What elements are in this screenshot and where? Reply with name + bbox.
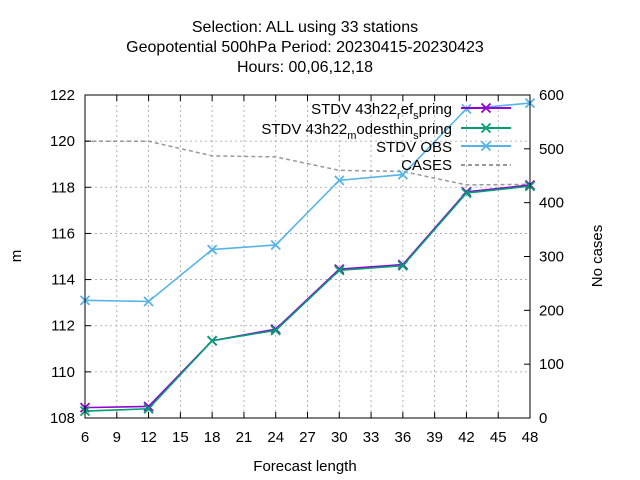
x-tick-label: 27	[299, 429, 316, 446]
legend-marker-0	[480, 102, 492, 114]
x-tick-label: 33	[363, 429, 380, 446]
y-tick-label: 120	[50, 133, 75, 150]
x-axis-label: Forecast length	[253, 458, 356, 475]
series-1-point	[270, 325, 281, 336]
cases-layer	[85, 140, 531, 186]
x-tick-label: 21	[236, 429, 253, 446]
series-1-point	[207, 335, 218, 346]
y2-tick-label: 300	[539, 249, 564, 266]
series-2-point	[334, 175, 345, 186]
title-line-1: Selection: ALL using 33 stations	[192, 19, 418, 36]
legend-label-modesthin: STDV 43h22modesthinspring	[261, 121, 452, 142]
x-tick-label: 9	[113, 429, 121, 446]
series-line-2	[84, 102, 531, 303]
y2-tick-label: 0	[539, 410, 547, 427]
legend-label-ref: STDV 43h22refspring	[311, 101, 452, 122]
grid	[85, 95, 530, 418]
legend-marker-2	[480, 140, 492, 152]
x-axis-ticks: 6 9 12 15 18 21 24 27 30 33 36 39 42 45 48	[81, 95, 539, 446]
legend-marker-1	[480, 122, 492, 134]
x-tick-label: 42	[458, 429, 475, 446]
y2-axis-ticks: 0 100 200 300 400 500 600	[524, 87, 564, 427]
y2-tick-label: 400	[539, 195, 564, 212]
series-2-point	[397, 169, 408, 180]
x-tick-label: 39	[426, 429, 443, 446]
x-tick-label: 24	[267, 429, 284, 446]
y2-tick-label: 100	[539, 356, 564, 373]
legend-label-obs: STDV OBS	[376, 139, 452, 156]
x-tick-label: 30	[331, 429, 348, 446]
y-tick-label: 110	[51, 364, 75, 381]
y-axis-ticks: 108 110 112 114 116 118 120 122	[50, 87, 91, 427]
y2-tick-label: 500	[539, 141, 564, 158]
y-tick-label: 112	[51, 318, 75, 335]
y2-axis-label: No cases	[589, 225, 606, 288]
chart-title: Selection: ALL using 33 stations Geopote…	[126, 19, 484, 76]
x-tick-label: 15	[172, 429, 189, 446]
y-tick-label: 108	[50, 410, 75, 427]
series-2-point	[270, 239, 281, 251]
series-line-3	[85, 140, 531, 186]
x-tick-label: 45	[490, 429, 507, 446]
series-2-point	[207, 244, 218, 255]
y2-tick-label: 600	[539, 87, 564, 104]
series-1-point	[143, 403, 154, 414]
y-tick-label: 116	[51, 225, 75, 242]
series-line-1	[84, 185, 531, 412]
title-line-3: Hours: 00,06,12,18	[237, 59, 373, 76]
y2-tick-label: 200	[539, 302, 564, 319]
x-tick-label: 12	[140, 429, 157, 446]
y-axis-label: m	[8, 250, 25, 263]
y-tick-label: 114	[51, 272, 75, 289]
title-line-2: Geopotential 500hPa Period: 20230415-202…	[126, 39, 484, 56]
legend-label-cases: CASES	[401, 157, 452, 174]
legend: STDV 43h22refspring STDV 43h22modesthins…	[261, 101, 511, 174]
series-2-point	[143, 296, 154, 307]
y-tick-label: 118	[51, 179, 75, 196]
series-1-point	[397, 260, 408, 271]
x-tick-label: 48	[522, 429, 539, 446]
series-1-point	[334, 265, 345, 276]
y-tick-label: 122	[50, 87, 75, 104]
x-tick-label: 36	[395, 429, 412, 446]
x-tick-label: 6	[81, 429, 89, 446]
x-tick-label: 18	[204, 429, 221, 446]
series-1-point	[461, 187, 472, 199]
